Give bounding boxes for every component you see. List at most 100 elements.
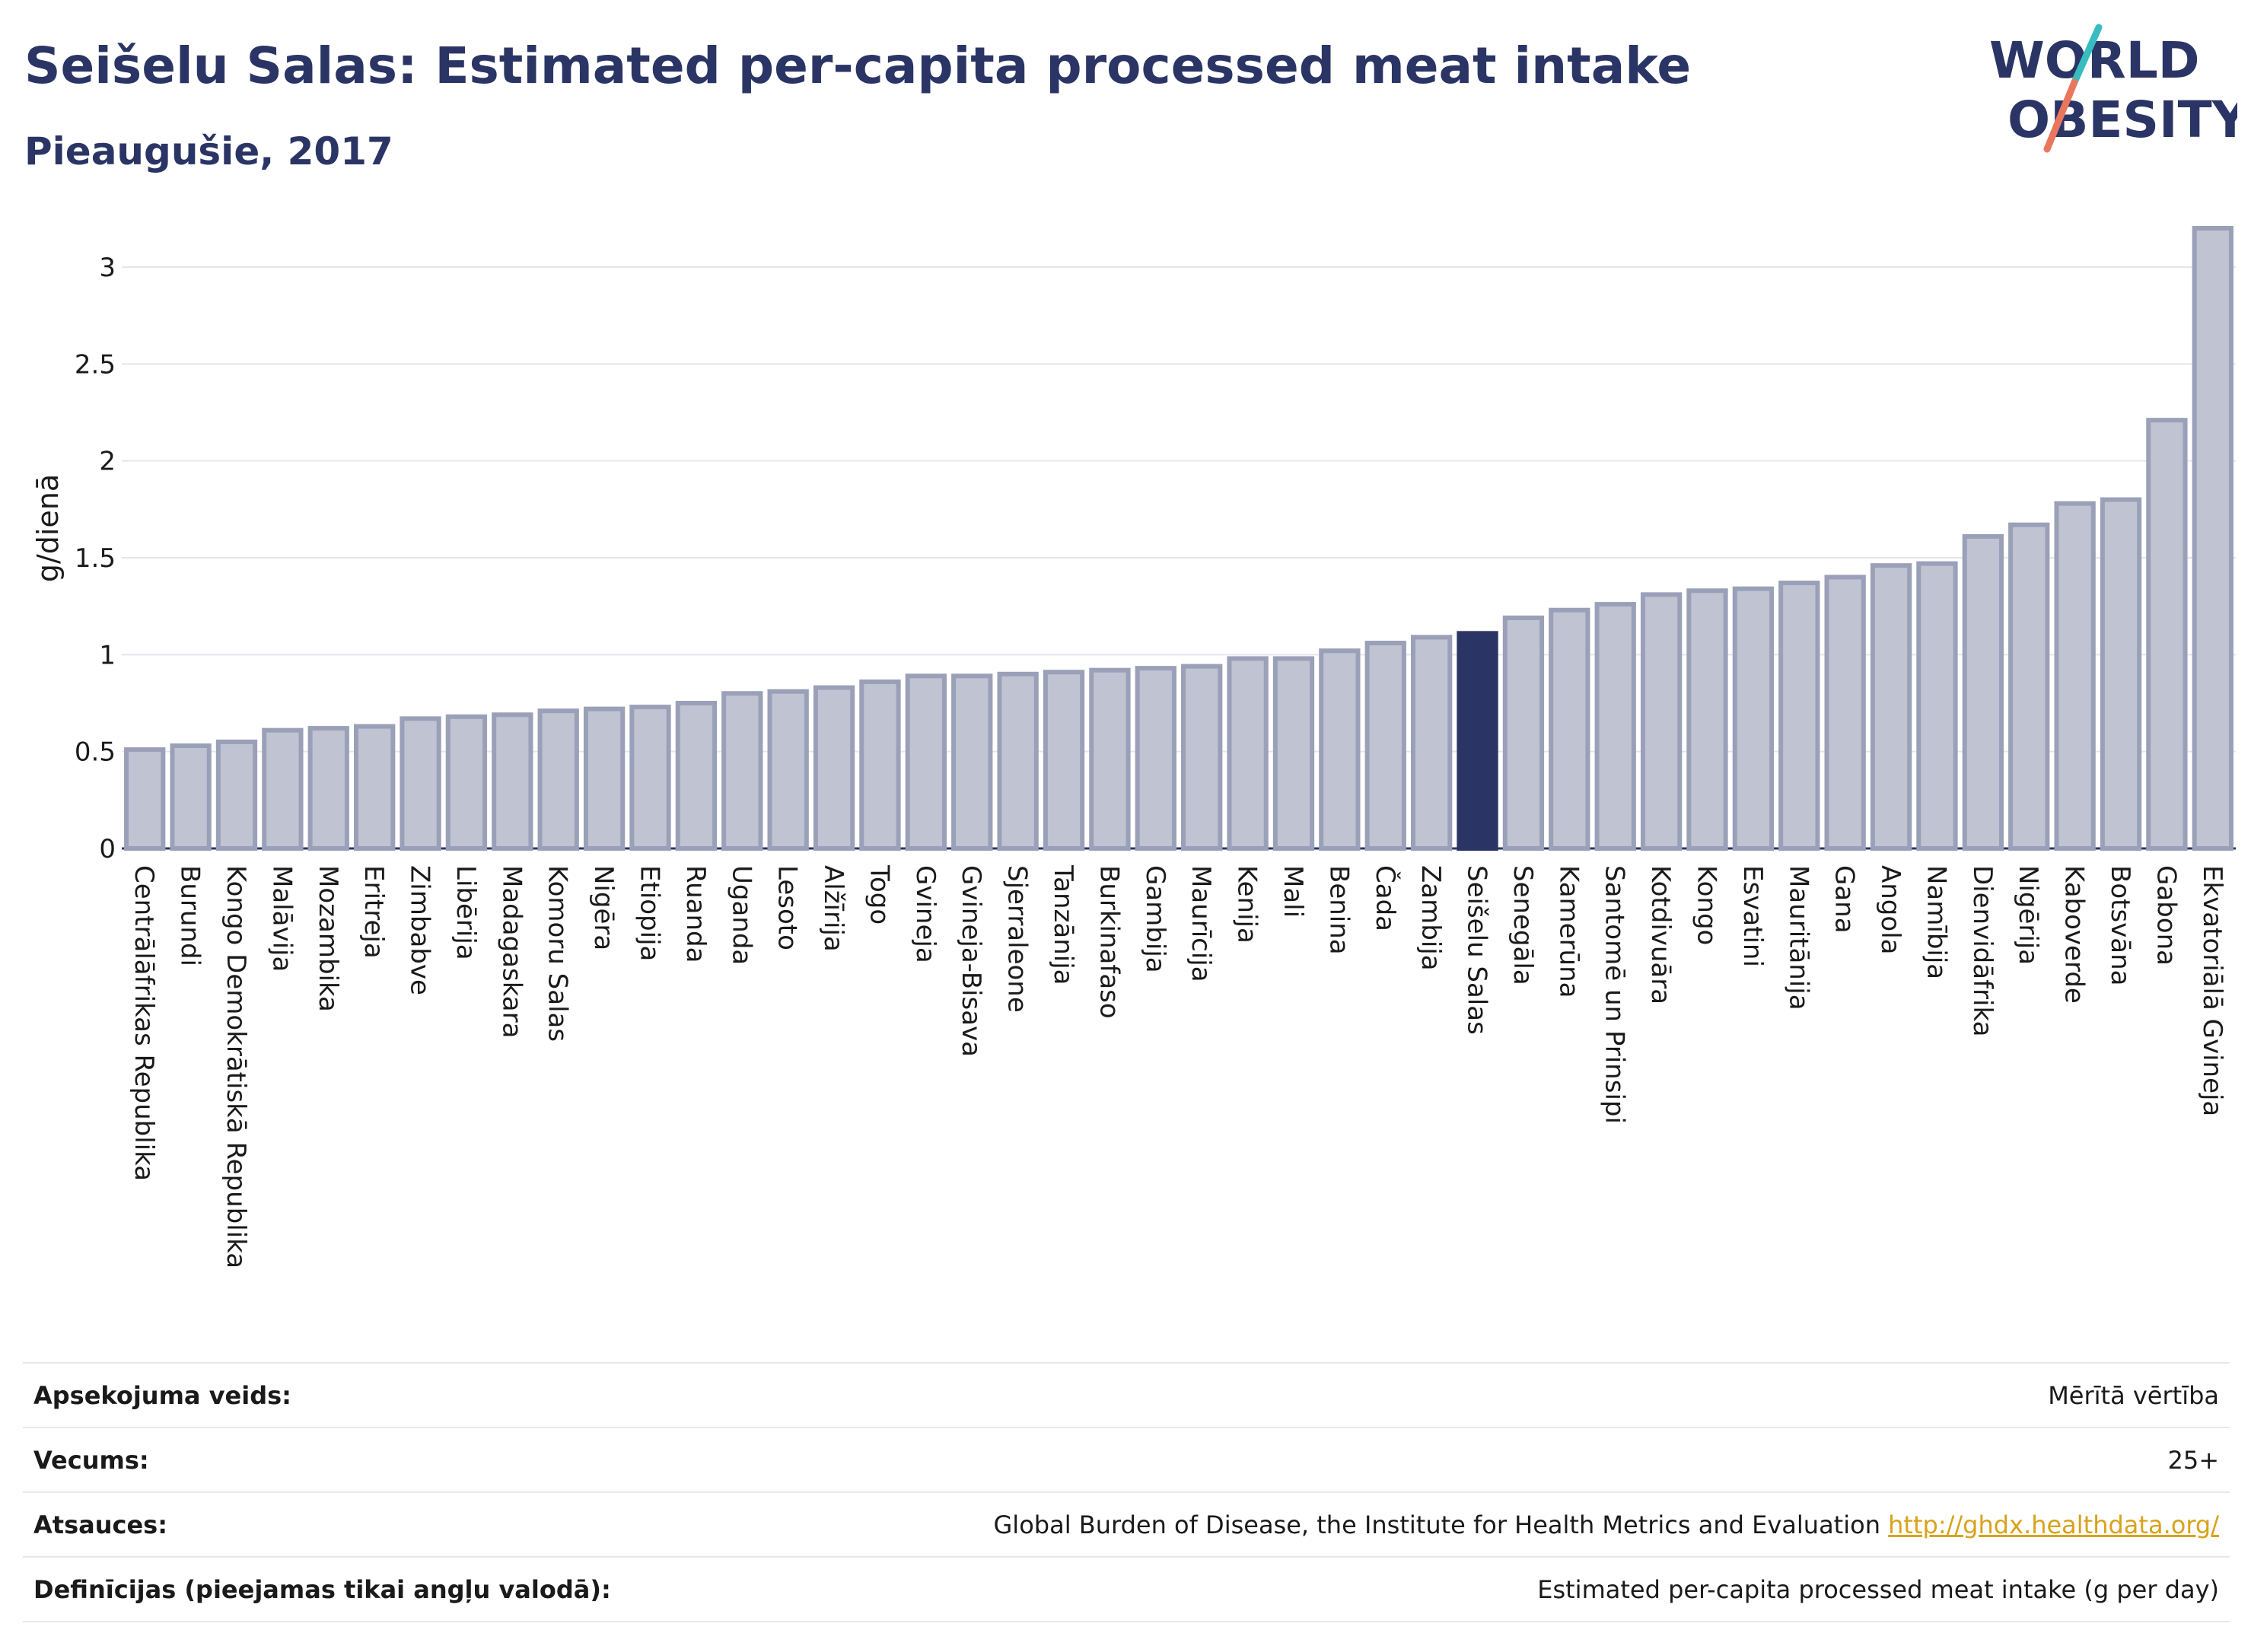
y-tick-label: 3: [99, 253, 116, 283]
bar: [2146, 418, 2188, 851]
x-tick-label: Benina: [1323, 865, 1354, 955]
page-title: Seišelu Salas: Estimated per-capita proc…: [24, 37, 1692, 95]
bar: [1135, 666, 1176, 851]
x-tick-label: Čada: [1370, 865, 1401, 931]
world-obesity-logo: WORLD OBESITY: [1989, 24, 2237, 153]
bar: [1732, 586, 1775, 851]
x-tick-label: Namībija: [1921, 865, 1951, 979]
x-tick-label: Ekvatoriālā Gvineja: [2197, 865, 2227, 1116]
x-tick-label: Senegāla: [1508, 865, 1538, 985]
y-axis-ticks: 0 0.5 1 1.5 2 2.5 3: [75, 253, 116, 864]
y-tick-label: 2: [99, 447, 116, 477]
x-tick-label: Komoru Salas: [543, 865, 573, 1042]
y-tick-label: 1: [99, 640, 116, 670]
bar: [767, 689, 809, 851]
bar: [537, 708, 579, 851]
bar: [997, 671, 1039, 851]
x-tick-label: Libērija: [451, 865, 481, 960]
info-row-survey-type: Apsekojuma veids: Mērītā vērtība: [23, 1362, 2230, 1427]
bar: [1594, 602, 1636, 851]
logo-slash-teal: [2071, 24, 2103, 86]
bar: [951, 673, 993, 851]
y-tick-label: 2.5: [75, 349, 116, 380]
x-tick-label: Tanzānija: [1048, 864, 1078, 985]
info-value: 25+: [2167, 1445, 2219, 1475]
bar: [813, 685, 855, 851]
x-tick-label: Lesoto: [772, 865, 803, 950]
info-label: Vecums:: [33, 1445, 149, 1475]
bar: [2192, 226, 2233, 851]
bar: [262, 727, 304, 851]
x-tick-label: Burundi: [175, 865, 205, 966]
bar: [307, 726, 349, 851]
bar: [859, 679, 901, 851]
x-tick-label: Kamerūna: [1553, 865, 1584, 998]
x-tick-label: Togo: [864, 864, 894, 925]
x-tick-label: Uganda: [726, 865, 756, 965]
info-table: Apsekojuma veids: Mērītā vērtība Vecums:…: [23, 1362, 2230, 1622]
bar: [1089, 667, 1131, 851]
bar: [124, 747, 166, 851]
y-axis-title: g/dienā: [31, 474, 65, 582]
x-tick-label: Alžīrija: [818, 865, 849, 952]
bar: [1916, 561, 1958, 851]
bar: [400, 716, 441, 851]
bar: [1043, 670, 1085, 851]
y-tick-label: 0.5: [75, 737, 116, 768]
bar: [721, 691, 763, 851]
info-label: Definīcijas (pieejamas tikai angļu valod…: [33, 1574, 611, 1604]
reference-link[interactable]: http://ghdx.healthdata.org/: [1888, 1510, 2219, 1539]
x-tick-label: Nigēra: [588, 865, 619, 950]
x-tick-label: Mauritānija: [1783, 865, 1813, 1011]
x-tick-label: Gana: [1829, 865, 1860, 934]
info-row-age: Vecums: 25+: [23, 1427, 2230, 1491]
bar: [1962, 533, 2004, 851]
bar: [2100, 497, 2142, 851]
x-tick-label: Burkinafaso: [1094, 865, 1124, 1019]
info-label: Apsekojuma veids:: [33, 1380, 291, 1410]
bar: [492, 712, 533, 851]
x-tick-label: Gvineja-Bisava: [956, 865, 986, 1057]
x-tick-label: Kongo Demokrātiskā Republika: [221, 865, 251, 1268]
x-tick-label: Santomē un Prinsipi: [1600, 865, 1630, 1124]
x-tick-label: Sjerraleone: [1002, 865, 1033, 1013]
x-tick-label: Gabona: [2151, 865, 2181, 966]
x-tick-label: Seišelu Salas: [1462, 865, 1492, 1035]
bar: [1319, 648, 1361, 851]
bar: [1502, 615, 1545, 851]
x-tick-label: Botsvāna: [2105, 865, 2135, 986]
bar: [1640, 592, 1683, 851]
bar: [1778, 581, 1820, 851]
page-subtitle: Pieaugušie, 2017: [24, 129, 393, 173]
bar: [675, 700, 718, 851]
info-value: Global Burden of Disease, the Institute …: [994, 1510, 2220, 1539]
x-tick-label: Esvatini: [1737, 865, 1768, 967]
x-tick-label: Madagaskara: [496, 865, 527, 1038]
x-tick-label: Mozambika: [313, 865, 343, 1012]
x-tick-label: Ruanda: [680, 865, 711, 963]
logo-slash-coral: [2043, 78, 2078, 153]
bar: [215, 739, 258, 851]
x-tick-label: Kaboverde: [2059, 865, 2090, 1004]
bar: [1364, 641, 1406, 851]
bar: [1227, 656, 1269, 851]
x-tick-label: Kenija: [1232, 865, 1262, 944]
x-tick-label: Malāvija: [266, 865, 297, 972]
x-tick-label: Kotdivuāra: [1645, 865, 1676, 1004]
x-tick-label: Nigērija: [2013, 865, 2043, 965]
x-tick-label: Maurīcija: [1186, 865, 1216, 982]
info-row-definitions: Definīcijas (pieejamas tikai angļu valod…: [23, 1556, 2230, 1622]
bar: [905, 673, 947, 851]
info-value: Estimated per-capita processed meat inta…: [1537, 1574, 2219, 1604]
bar: [1549, 607, 1590, 851]
bar: [2054, 501, 2096, 851]
y-tick-label: 0: [99, 834, 116, 864]
x-tick-label: Eritreja: [358, 865, 389, 959]
y-tick-label: 1.5: [75, 543, 116, 574]
bar: [170, 743, 212, 851]
bar: [1870, 563, 1912, 851]
bar: [629, 705, 671, 851]
bars: [124, 226, 2233, 851]
x-tick-label: Zambija: [1415, 865, 1446, 971]
x-tick-label: Kongo: [1692, 865, 1722, 945]
